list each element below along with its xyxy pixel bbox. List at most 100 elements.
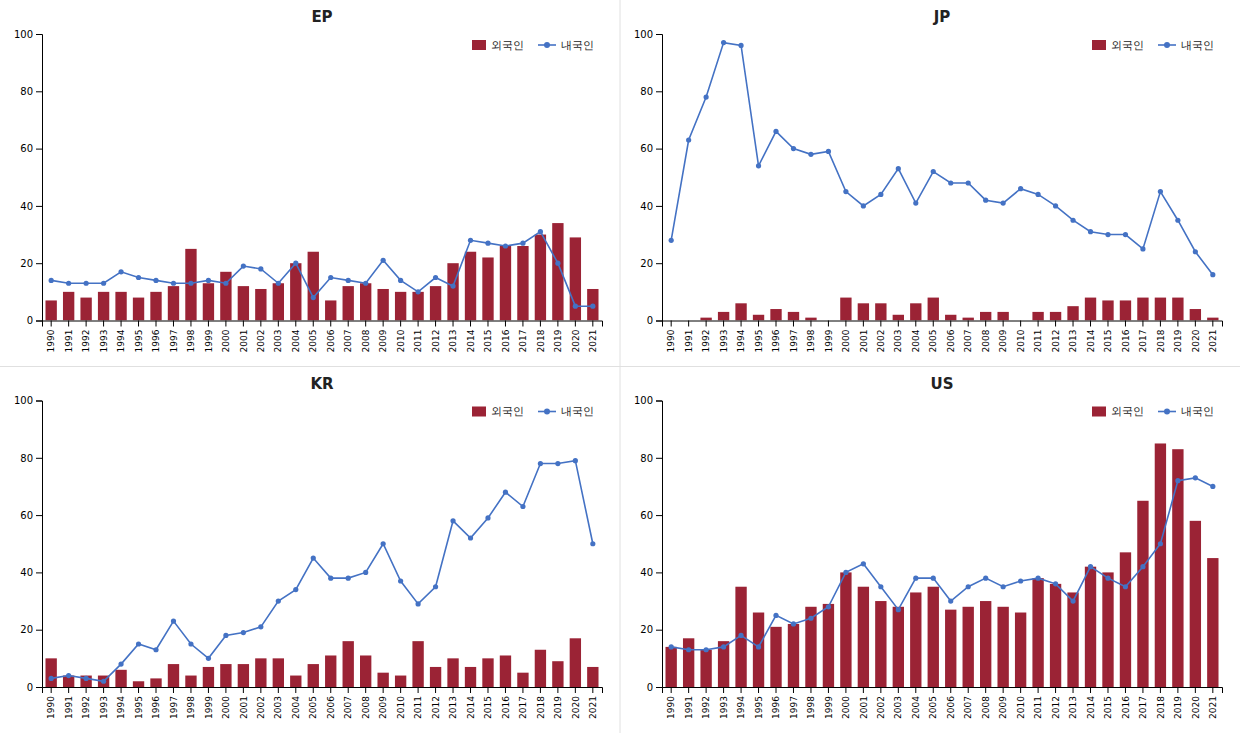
bar — [997, 312, 1008, 321]
bar — [203, 667, 214, 687]
x-tick-label: 2019 — [553, 329, 563, 352]
x-tick: 1996 — [151, 687, 161, 719]
bar — [718, 312, 729, 321]
y-tick: 20 — [640, 258, 662, 269]
bar — [412, 641, 423, 687]
bar — [185, 249, 196, 321]
marker — [206, 656, 211, 661]
x-tick-label: 2016 — [501, 329, 511, 352]
bar — [80, 298, 91, 321]
x-tick-mark — [418, 321, 419, 327]
marker — [328, 275, 333, 280]
y-tick: 40 — [640, 567, 662, 578]
x-tick: 1998 — [806, 687, 816, 719]
x-tick-mark — [400, 321, 401, 327]
marker — [118, 269, 123, 274]
x-tick-label: 1993 — [719, 330, 729, 353]
x-tick-mark — [1020, 321, 1021, 327]
y-tick-mark — [656, 458, 662, 459]
y-tick-label: 100 — [634, 395, 653, 406]
bar — [343, 286, 354, 320]
legend-label: 외국인 — [491, 405, 524, 418]
y-axis: 020406080100 — [14, 395, 43, 693]
x-tick-label: 1996 — [151, 696, 161, 719]
x-tick-mark — [776, 687, 777, 693]
legend-swatch — [472, 40, 486, 50]
marker — [1158, 541, 1163, 546]
x-tick-label: 2003 — [273, 696, 283, 719]
bar — [185, 676, 196, 687]
x-tick-label: 2014 — [466, 696, 476, 719]
x-tick-label: 2006 — [946, 329, 956, 352]
x-tick: 2009 — [378, 687, 388, 719]
marker — [861, 561, 866, 566]
plot-area — [45, 223, 598, 320]
y-tick-mark — [656, 630, 662, 631]
x-tick-label: 2021 — [588, 696, 598, 719]
x-tick-label: 2014 — [466, 329, 476, 352]
x-tick-label: 2019 — [1173, 329, 1183, 352]
x-tick-label: 2011 — [413, 330, 423, 353]
legend-label: 내국인 — [561, 405, 594, 418]
bar — [1120, 552, 1131, 687]
y-axis-line — [656, 401, 663, 688]
bar — [1207, 318, 1218, 321]
x-tick: 2003 — [273, 687, 283, 719]
x-tick-label: 1992 — [701, 330, 711, 353]
x-tick-label: 2004 — [291, 329, 301, 352]
bar — [63, 292, 74, 321]
x-tick: 2003 — [273, 321, 283, 353]
x-tick: 1998 — [806, 321, 816, 353]
x-tick: 2005 — [308, 321, 318, 353]
marker — [188, 641, 193, 646]
marker — [1035, 576, 1040, 581]
x-tick-mark — [915, 321, 916, 327]
y-tick-label: 40 — [640, 567, 653, 578]
marker — [49, 676, 54, 681]
x-tick: 2019 — [553, 687, 563, 719]
x-tick-mark — [880, 687, 881, 693]
x-tick-label: 1998 — [806, 696, 816, 719]
bar — [273, 283, 284, 320]
x-tick: 1999 — [824, 687, 834, 719]
x-tick: 2005 — [308, 687, 318, 719]
x-tick-mark — [540, 687, 541, 693]
marker — [1123, 232, 1128, 237]
x-tick: 2018 — [536, 321, 546, 353]
bar — [360, 283, 371, 320]
bar — [325, 300, 336, 320]
x-tick-label: 1996 — [151, 329, 161, 352]
x-tick: 1990 — [666, 321, 676, 353]
x-tick: 2014 — [1086, 321, 1096, 353]
x-tick-mark — [348, 687, 349, 693]
bar — [840, 572, 851, 687]
bar — [98, 292, 109, 321]
x-tick: 2016 — [501, 687, 511, 719]
marker-series — [669, 475, 1216, 652]
legend-marker — [544, 409, 550, 415]
legend: 외국인내국인 — [472, 39, 594, 52]
x-tick-mark — [383, 687, 384, 693]
bar-series — [700, 298, 1218, 321]
x-tick-label: 1995 — [134, 330, 144, 353]
x-tick-mark — [487, 687, 488, 693]
marker — [84, 281, 89, 286]
marker — [363, 281, 368, 286]
y-tick-mark — [36, 401, 42, 402]
x-tick: 2008 — [361, 321, 371, 353]
x-tick-mark — [723, 321, 724, 327]
x-tick-mark — [365, 687, 366, 693]
x-tick-label: 2002 — [876, 696, 886, 719]
x-tick: 2020 — [571, 687, 581, 719]
marker — [843, 570, 848, 575]
x-tick-mark — [1195, 321, 1196, 327]
bar — [1207, 558, 1218, 687]
bar — [465, 667, 476, 687]
bar — [517, 246, 528, 320]
bar — [1190, 309, 1201, 320]
x-tick-label: 2000 — [221, 696, 231, 719]
marker — [346, 278, 351, 283]
bar — [308, 664, 319, 687]
legend-label: 내국인 — [561, 39, 594, 52]
y-tick: 60 — [20, 143, 42, 154]
